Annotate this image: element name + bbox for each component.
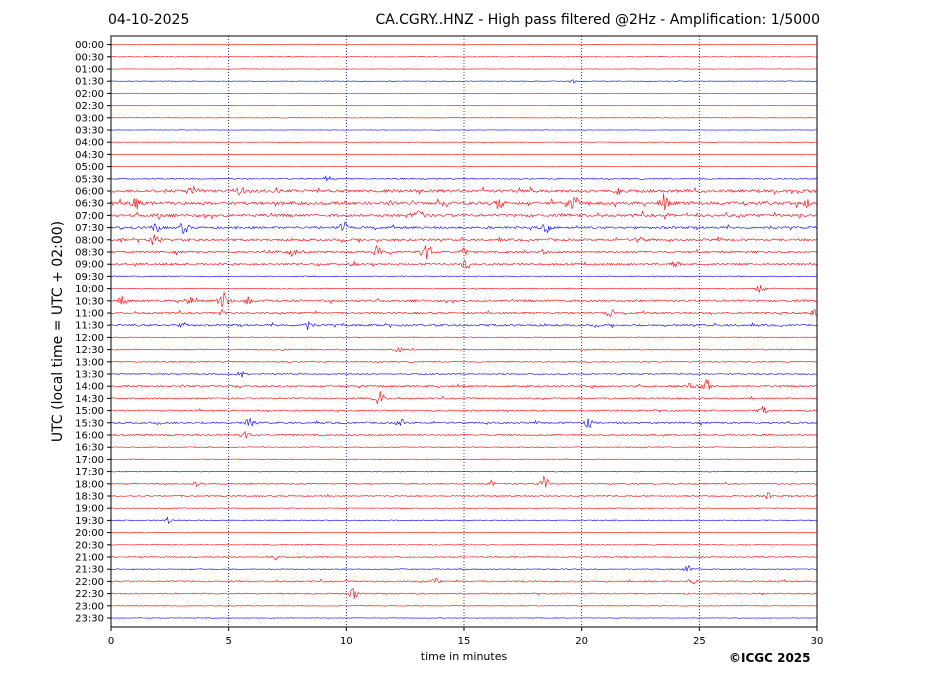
trace-1130 bbox=[110, 320, 818, 331]
y-tick-label-0430: 04:30 bbox=[75, 150, 104, 161]
y-tick-label-1930: 19:30 bbox=[75, 516, 104, 527]
x-tick-label-25: 25 bbox=[693, 636, 706, 647]
y-tick-label-0700: 07:00 bbox=[75, 211, 104, 222]
y-tick-label-1330: 13:30 bbox=[75, 370, 104, 381]
y-tick-label-1500: 15:00 bbox=[75, 406, 104, 417]
x-axis-ticks: 0 5 10 15 20 25 30 bbox=[108, 627, 824, 647]
trace-1900 bbox=[110, 507, 818, 510]
x-tick-label-20: 20 bbox=[575, 636, 588, 647]
y-axis-label: UTC (local time = UTC + 02:00) bbox=[50, 221, 66, 442]
y-tick-label-0130: 01:30 bbox=[75, 77, 104, 88]
y-tick-label-0000: 00:00 bbox=[75, 40, 104, 51]
y-tick-label-0630: 06:30 bbox=[75, 199, 104, 210]
y-tick-label-0900: 09:00 bbox=[75, 260, 104, 271]
y-tick-label-1830: 18:30 bbox=[75, 492, 104, 503]
x-tick-label-5: 5 bbox=[225, 636, 231, 647]
trace-2000 bbox=[110, 531, 818, 534]
trace-0630 bbox=[110, 192, 818, 211]
y-tick-label-1530: 15:30 bbox=[75, 418, 104, 429]
trace-2100 bbox=[110, 555, 818, 561]
y-tick-label-1030: 10:30 bbox=[75, 296, 104, 307]
trace-1330 bbox=[110, 370, 818, 378]
y-tick-label-2200: 22:00 bbox=[75, 577, 104, 588]
trace-0700 bbox=[110, 210, 818, 220]
y-tick-label-0100: 01:00 bbox=[75, 65, 104, 76]
y-tick-label-1400: 14:00 bbox=[75, 382, 104, 393]
grid-layer bbox=[228, 36, 700, 627]
y-tick-label-2230: 22:30 bbox=[75, 589, 104, 600]
y-tick-label-1900: 19:00 bbox=[75, 504, 104, 515]
plot-date: 04-10-2025 bbox=[108, 12, 190, 28]
trace-1430 bbox=[111, 391, 818, 405]
y-tick-label-0030: 00:30 bbox=[75, 52, 104, 63]
y-tick-label-1700: 17:00 bbox=[75, 455, 104, 466]
y-tick-label-0500: 05:00 bbox=[75, 162, 104, 173]
trace-2030 bbox=[111, 544, 818, 546]
plot-frame bbox=[110, 35, 818, 628]
y-tick-label-0800: 08:00 bbox=[75, 235, 104, 246]
y-tick-label-1100: 11:00 bbox=[75, 309, 104, 320]
y-tick-label-1000: 10:00 bbox=[75, 284, 104, 295]
y-tick-label-2330: 23:30 bbox=[75, 614, 104, 625]
trace-2300 bbox=[110, 605, 818, 607]
y-tick-label-1130: 11:30 bbox=[75, 321, 104, 332]
y-tick-label-0930: 09:30 bbox=[75, 272, 104, 283]
y-tick-label-0300: 03:00 bbox=[75, 113, 104, 124]
x-axis-label: time in minutes bbox=[421, 650, 508, 663]
y-tick-label-1200: 12:00 bbox=[75, 333, 104, 344]
y-tick-label-0200: 02:00 bbox=[75, 89, 104, 100]
y-tick-label-0530: 05:30 bbox=[75, 174, 104, 185]
y-tick-label-0730: 07:30 bbox=[75, 223, 104, 234]
y-tick-label-0830: 08:30 bbox=[75, 248, 104, 259]
x-tick-label-10: 10 bbox=[340, 636, 353, 647]
trace-layer bbox=[110, 44, 818, 619]
y-tick-label-1630: 16:30 bbox=[75, 443, 104, 454]
copyright-credit: ©ICGC 2025 bbox=[729, 651, 811, 665]
x-tick-label-0: 0 bbox=[108, 636, 114, 647]
y-tick-label-2100: 21:00 bbox=[75, 553, 104, 564]
y-tick-label-1430: 14:30 bbox=[75, 394, 104, 405]
x-tick-label-30: 30 bbox=[811, 636, 824, 647]
y-tick-label-2030: 20:30 bbox=[75, 540, 104, 551]
x-tick-label-15: 15 bbox=[458, 636, 471, 647]
y-tick-label-2000: 20:00 bbox=[75, 528, 104, 539]
y-tick-label-2300: 23:00 bbox=[75, 601, 104, 612]
y-tick-label-0400: 04:00 bbox=[75, 138, 104, 149]
y-tick-label-1800: 18:00 bbox=[75, 479, 104, 490]
trace-1930 bbox=[110, 516, 818, 525]
trace-1800 bbox=[110, 475, 818, 488]
trace-2130 bbox=[111, 564, 818, 572]
trace-2200 bbox=[110, 577, 818, 585]
y-tick-label-0600: 06:00 bbox=[75, 187, 104, 198]
trace-0800 bbox=[110, 234, 818, 245]
trace-1230 bbox=[110, 346, 818, 353]
trace-0600 bbox=[110, 186, 818, 196]
y-tick-label-1730: 17:30 bbox=[75, 467, 104, 478]
y-tick-label-1230: 12:30 bbox=[75, 345, 104, 356]
plot-title: CA.CGRY..HNZ - High pass filtered @2Hz -… bbox=[375, 12, 820, 28]
y-tick-label-0330: 03:30 bbox=[75, 126, 104, 137]
y-tick-label-1300: 13:00 bbox=[75, 357, 104, 368]
y-tick-label-2130: 21:30 bbox=[75, 565, 104, 576]
trace-1300 bbox=[110, 360, 817, 364]
y-tick-label-1600: 16:00 bbox=[75, 431, 104, 442]
y-tick-label-0230: 02:30 bbox=[75, 101, 104, 112]
trace-0530 bbox=[110, 175, 818, 182]
